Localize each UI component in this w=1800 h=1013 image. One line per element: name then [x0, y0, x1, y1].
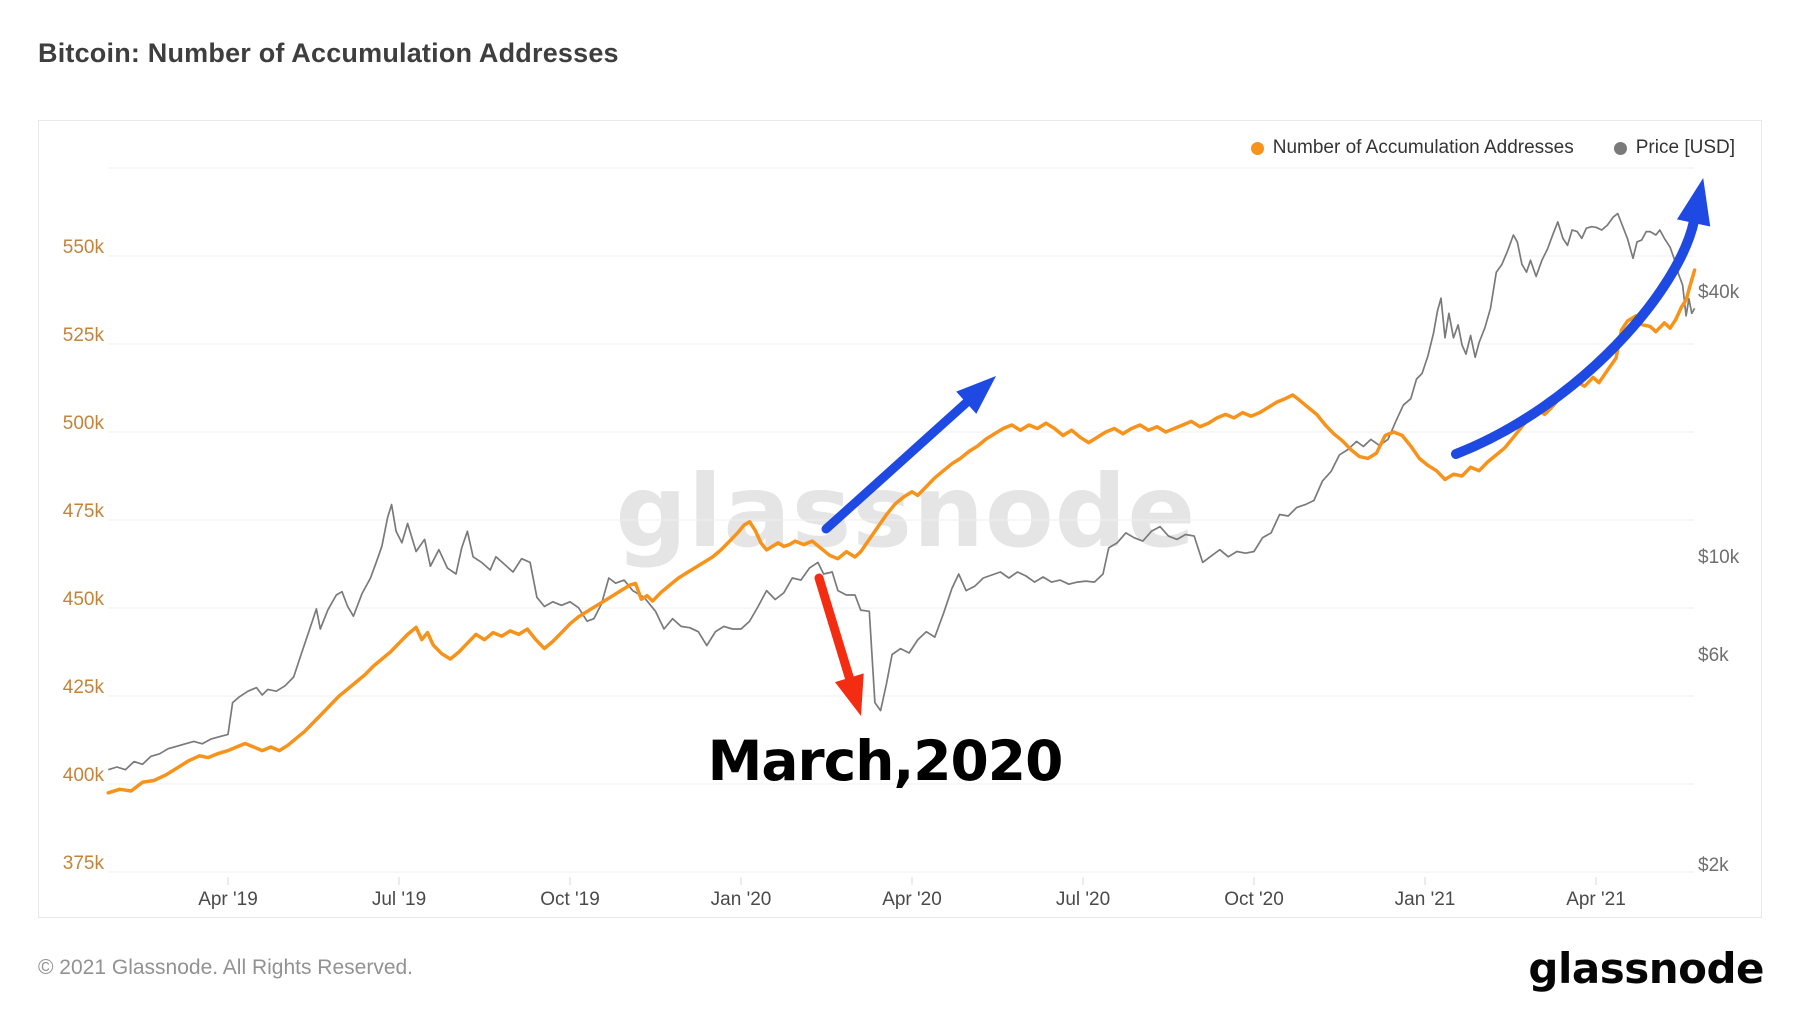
svg-text:Apr '21: Apr '21 — [1566, 889, 1626, 910]
svg-text:Oct '19: Oct '19 — [540, 889, 600, 910]
svg-text:Jan '20: Jan '20 — [711, 889, 772, 910]
svg-text:Oct '20: Oct '20 — [1224, 889, 1284, 910]
svg-text:$40k: $40k — [1698, 282, 1740, 303]
glassnode-watermark: glassnode — [615, 453, 1197, 570]
svg-text:$6k: $6k — [1698, 645, 1729, 666]
legend-label: Price [USD] — [1635, 137, 1735, 158]
legend-item-accumulation-addresses[interactable]: Number of Accumulation Addresses — [1250, 137, 1574, 159]
svg-text:450k: 450k — [63, 589, 105, 610]
gray-series-dot-icon — [1613, 141, 1627, 155]
orange-series-dot-icon — [1250, 141, 1264, 155]
svg-text:Apr '19: Apr '19 — [198, 889, 258, 910]
svg-text:550k: 550k — [63, 237, 105, 258]
svg-text:425k: 425k — [63, 677, 105, 698]
svg-text:Apr '20: Apr '20 — [882, 889, 942, 910]
svg-text:400k: 400k — [63, 765, 105, 786]
svg-text:500k: 500k — [63, 413, 105, 434]
legend-item-price-usd[interactable]: Price [USD] — [1613, 137, 1735, 159]
svg-text:Jan '21: Jan '21 — [1395, 889, 1456, 910]
svg-text:375k: 375k — [63, 853, 105, 874]
glassnode-logo: glassnode — [1528, 944, 1764, 993]
march-2020-annotation: March,2020 — [707, 729, 1064, 793]
svg-text:475k: 475k — [63, 501, 105, 522]
svg-text:Jul '20: Jul '20 — [1056, 889, 1110, 910]
legend-label: Number of Accumulation Addresses — [1272, 137, 1574, 158]
svg-text:$10k: $10k — [1698, 547, 1740, 568]
chart-panel: glassnode Apr '19 Jul '19 Oct '19 Jan '20 Ap… — [38, 120, 1762, 918]
page-title: Bitcoin: Number of Accumulation Addresse… — [38, 38, 619, 68]
footer-copyright: © 2021 Glassnode. All Rights Reserved. — [38, 956, 414, 979]
svg-text:525k: 525k — [63, 325, 105, 346]
chart-legend: Number of Accumulation Addresses Price [… — [1250, 137, 1735, 159]
svg-text:$2k: $2k — [1698, 855, 1729, 876]
svg-text:Jul '19: Jul '19 — [372, 889, 426, 910]
chart-canvas[interactable]: Apr '19 Jul '19 Oct '19 Jan '20 Apr '20 Jul '… — [39, 121, 1761, 917]
